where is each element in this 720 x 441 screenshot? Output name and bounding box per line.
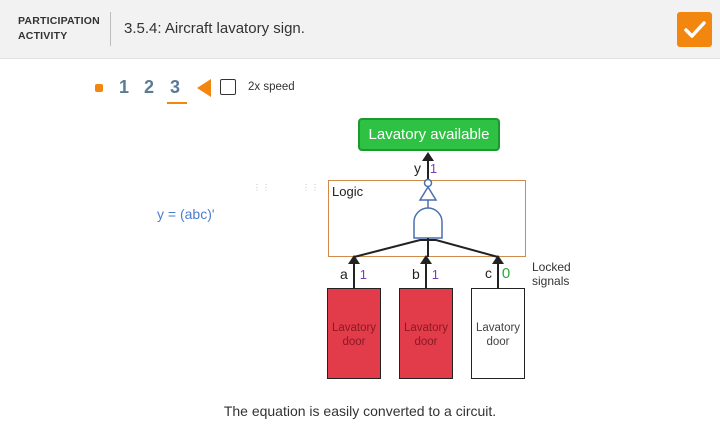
wire-a: [353, 239, 428, 258]
current-step-indicator: [167, 102, 187, 104]
step-1-button[interactable]: 1: [119, 77, 130, 97]
activity-type: PARTICIPATION ACTIVITY: [18, 14, 100, 44]
boolean-equation: y = (abc)': [157, 206, 215, 222]
signal-a-value: 1: [359, 267, 367, 282]
activity-type-line1: PARTICIPATION: [18, 15, 100, 27]
lavatory-door-b[interactable]: Lavatory door: [399, 288, 453, 379]
activity-type-line2: ACTIVITY: [18, 30, 68, 42]
not-bubble: [423, 178, 433, 188]
signal-b-name: b: [412, 266, 420, 282]
play-back-triangle-icon[interactable]: [197, 79, 211, 97]
activity-title: 3.5.4: Aircraft lavatory sign.: [124, 20, 305, 37]
signal-c-name: c: [485, 265, 492, 281]
lavatory-door-a[interactable]: Lavatory door: [327, 288, 381, 379]
signal-c-arrow-icon: [492, 255, 504, 264]
step-3-button[interactable]: 3: [170, 77, 181, 97]
faint-mark: ⋮⋮: [302, 183, 320, 192]
logic-label: Logic: [332, 184, 364, 199]
signal-c: c 0: [485, 265, 510, 282]
lavatory-available-sign: Lavatory available: [358, 118, 500, 151]
speed-label: 2x speed: [248, 81, 295, 93]
lavatory-door-c[interactable]: Lavatory door: [471, 288, 525, 379]
signal-a-arrow-icon: [348, 255, 360, 264]
signal-b-value: 1: [431, 267, 439, 282]
signal-b: b 1: [412, 266, 439, 282]
step-2-button[interactable]: 2: [144, 77, 155, 97]
signal-b-arrow-icon: [420, 255, 432, 264]
signal-c-value: 0: [501, 265, 511, 282]
signal-a-name: a: [340, 266, 348, 282]
output-arrow-icon: [422, 152, 434, 161]
output-signal-name: y: [414, 160, 421, 176]
and-gate-icon: [413, 207, 443, 239]
output-signal-value: 1: [429, 161, 438, 176]
completion-badge: [677, 12, 712, 47]
signal-a: a 1: [340, 266, 367, 282]
header-divider: [110, 12, 111, 46]
speed-checkbox[interactable]: [220, 79, 236, 95]
faint-mark: ⋮⋮: [253, 183, 271, 192]
activity-header: PARTICIPATION ACTIVITY 3.5.4: Aircraft l…: [0, 0, 720, 59]
output-signal: y 1: [414, 160, 437, 176]
checkmark-icon: [684, 21, 706, 38]
start-dot-icon[interactable]: [95, 84, 103, 92]
locked-signals-note: Locked signals: [532, 260, 571, 288]
wire-c: [428, 239, 499, 258]
locked-note-line2: signals: [532, 274, 570, 288]
not-gate-icon: [418, 185, 438, 201]
locked-note-line1: Locked: [532, 260, 571, 274]
step-caption: The equation is easily converted to a ci…: [223, 403, 497, 419]
